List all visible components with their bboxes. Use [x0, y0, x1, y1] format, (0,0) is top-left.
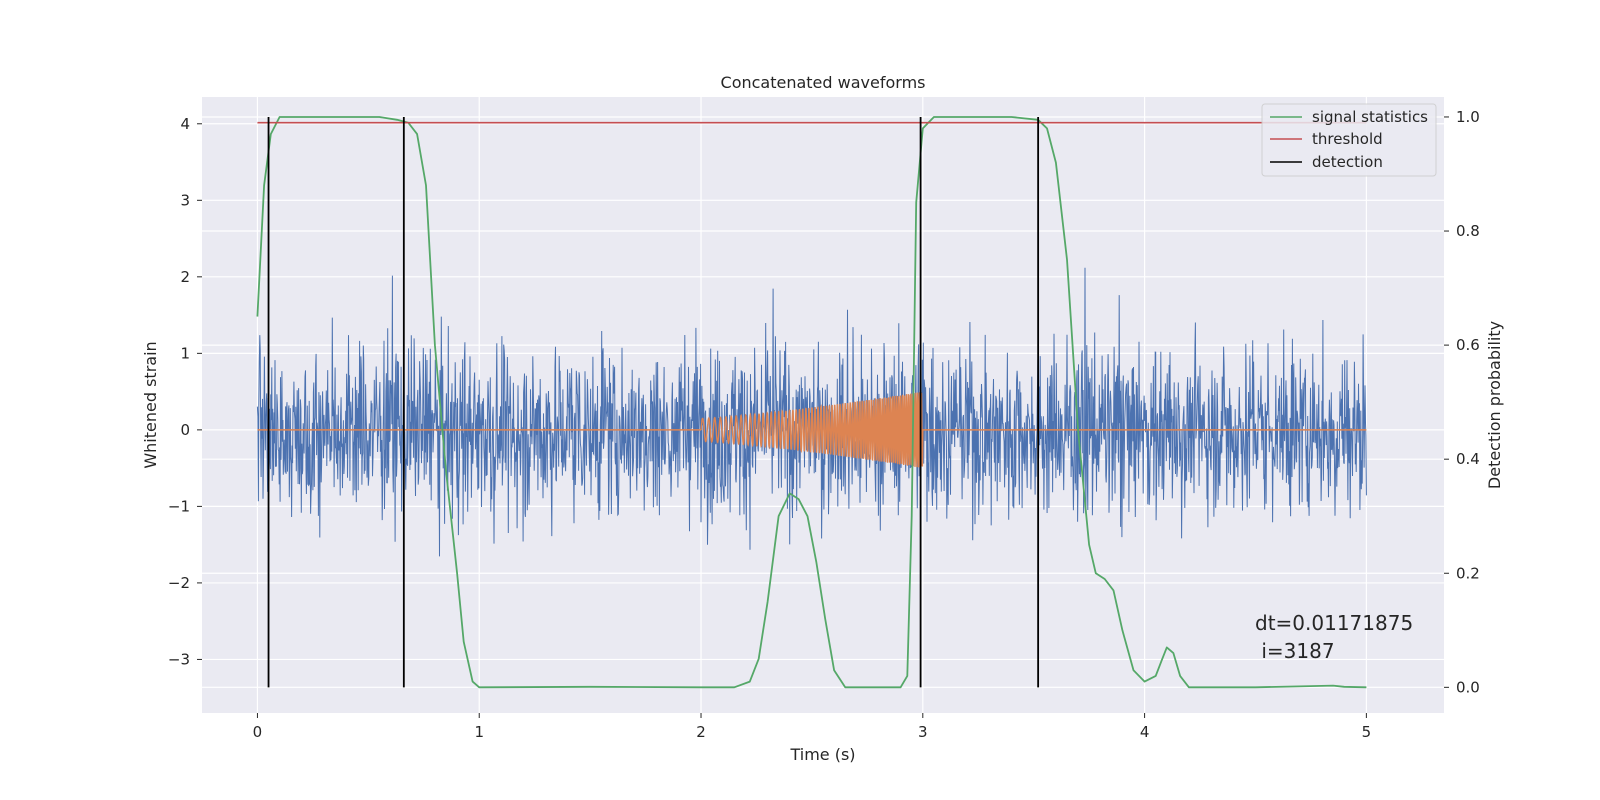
x-tick-label: 0: [253, 723, 263, 741]
y-right-tick-label: 0.8: [1456, 222, 1480, 240]
y-left-tick-label: 1: [180, 344, 190, 362]
x-tick-label: 1: [474, 723, 484, 741]
y-left-tick-label: 3: [180, 191, 190, 209]
signal-statistics-line: [256, 116, 1367, 689]
x-tick-label: 3: [918, 723, 928, 741]
y-right-tick-label: 0.0: [1456, 678, 1480, 696]
annotation-dt: dt=0.01171875: [1255, 611, 1413, 635]
y-left-tick-label: 2: [180, 268, 190, 286]
x-tick-label: 4: [1140, 723, 1150, 741]
right-axis-ticks: 0.0 0.2 0.4 0.6 0.8 1.0: [1444, 108, 1480, 696]
y-left-tick-label: 4: [180, 115, 190, 133]
legend-label-detection: detection: [1312, 153, 1383, 171]
y-left-tick-label: 0: [180, 421, 190, 439]
x-tick-label: 2: [696, 723, 706, 741]
y-right-tick-label: 0.6: [1456, 336, 1480, 354]
template-line: [257, 392, 1367, 468]
y-right-tick-label: 1.0: [1456, 108, 1480, 126]
chart-title: Concatenated waveforms: [721, 73, 926, 92]
left-axis-ticks: −3 −2 −1 0 1 2 3 4: [168, 115, 202, 668]
left-axis-label: Whitened strain: [141, 341, 160, 468]
right-axis-label: Detection probability: [1485, 321, 1504, 489]
annotation-index: i=3187: [1255, 639, 1335, 663]
x-axis-ticks: 0 1 2 3 4 5: [253, 713, 1371, 741]
legend-label-threshold: threshold: [1312, 130, 1383, 148]
signal-statistics-series: [256, 116, 1367, 689]
y-right-tick-label: 0.4: [1456, 450, 1480, 468]
legend: signal statistics threshold detection: [1261, 103, 1437, 177]
legend-box: [1261, 103, 1437, 177]
legend-label-signal-statistics: signal statistics: [1312, 108, 1428, 126]
y-right-tick-label: 0.2: [1456, 564, 1480, 582]
detection-series: [267, 116, 1040, 688]
x-tick-label: 5: [1362, 723, 1372, 741]
y-left-tick-label: −1: [168, 497, 190, 515]
y-left-tick-label: −3: [168, 650, 190, 668]
x-axis-label: Time (s): [789, 745, 855, 764]
template-series: [257, 392, 1367, 468]
y-left-tick-label: −2: [168, 574, 190, 592]
